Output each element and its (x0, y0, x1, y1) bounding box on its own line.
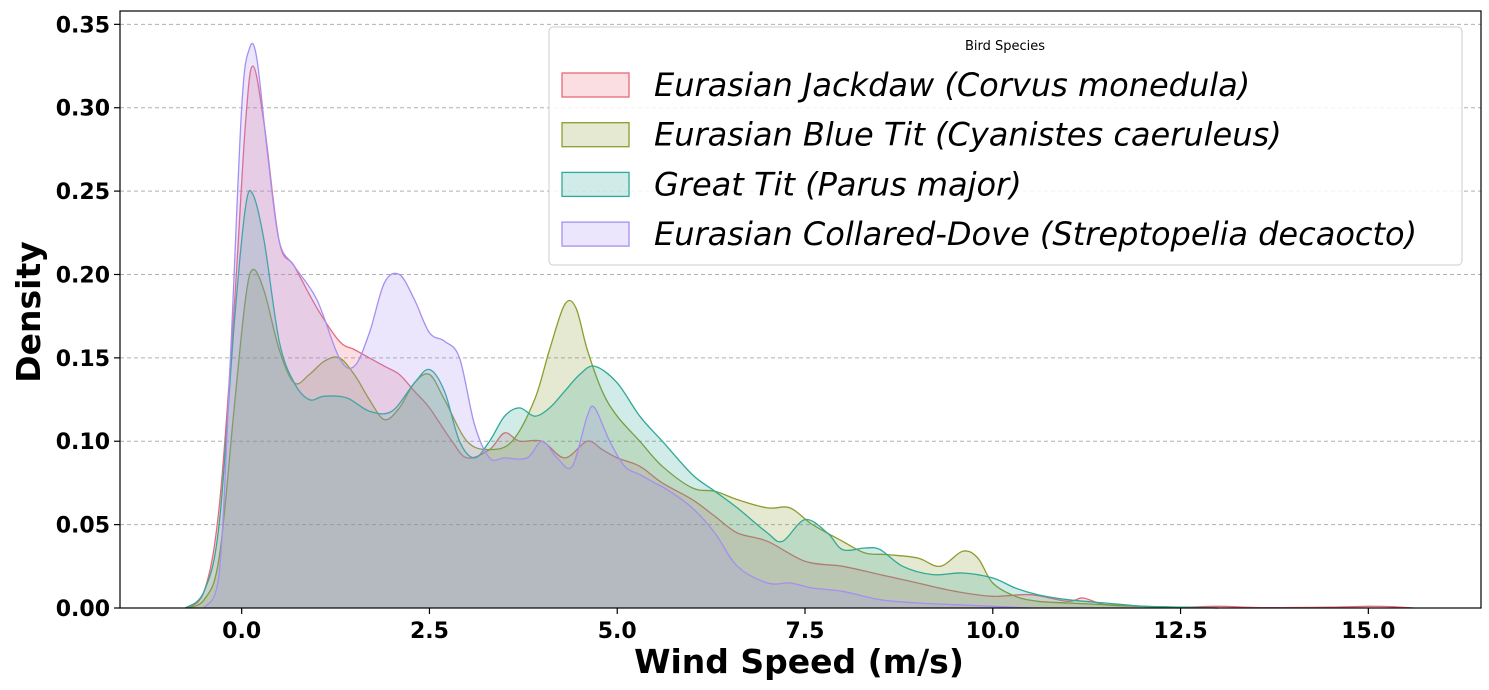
y-tick-label: 0.10 (56, 430, 110, 455)
legend-box (548, 26, 1463, 266)
y-tick-label: 0.35 (56, 13, 110, 38)
y-tick-label: 0.20 (56, 263, 110, 288)
x-tick-label: 12.5 (1153, 619, 1207, 644)
legend-entries: Eurasian Jackdaw (Corvus monedula) Eurasi… (561, 66, 1417, 253)
density-areas (184, 42, 1414, 609)
legend-swatch (561, 221, 630, 247)
density-line-series-2 (184, 189, 1219, 609)
y-tick-label: 0.25 (56, 180, 110, 205)
x-tick-label: 10.0 (966, 619, 1020, 644)
density-area-series-3 (204, 43, 1031, 609)
legend-label: Eurasian Blue Tit (Cyanistes caeruleus) (654, 116, 1282, 154)
x-tick-label: 7.5 (786, 619, 825, 644)
density-area-series-1 (185, 269, 1219, 608)
y-tick-label: 0.15 (56, 347, 110, 372)
legend-label: Eurasian Jackdaw (Corvus monedula) (654, 66, 1250, 104)
legend: Bird Species Eurasian Jackdaw (Corvus mo… (548, 26, 1463, 266)
y-axis-title: Density (9, 241, 48, 383)
x-axis-title: Wind Speed (m/s) (634, 642, 964, 681)
legend-title: Bird Species (965, 39, 1045, 54)
legend-swatch (561, 122, 630, 148)
x-tick-label: 2.5 (410, 619, 449, 644)
y-tick-label: 0.05 (56, 514, 110, 539)
x-tick-label: 0.0 (222, 619, 261, 644)
y-tick-label: 0.00 (56, 597, 110, 622)
y-axis: 0.00 0.05 0.10 0.15 0.20 0.25 0.30 0.35 (56, 13, 120, 622)
density-area-series-0 (185, 66, 1414, 608)
x-tick-label: 15.0 (1341, 619, 1395, 644)
x-tick-label: 5.0 (598, 619, 637, 644)
plot-frame (119, 10, 1482, 609)
legend-swatch (561, 72, 630, 98)
legend-swatch (561, 171, 630, 198)
legend-label: Eurasian Collared-Dove (Streptopelia dec… (654, 215, 1417, 253)
density-area-series-2 (185, 190, 1219, 608)
density-line-series-3 (203, 42, 1031, 609)
legend-label: Great Tit (Parus major) (654, 165, 1022, 203)
x-axis: 0.0 2.5 5.0 7.5 10.0 12.5 15.0 (222, 608, 1395, 644)
y-tick-label: 0.30 (56, 97, 110, 122)
